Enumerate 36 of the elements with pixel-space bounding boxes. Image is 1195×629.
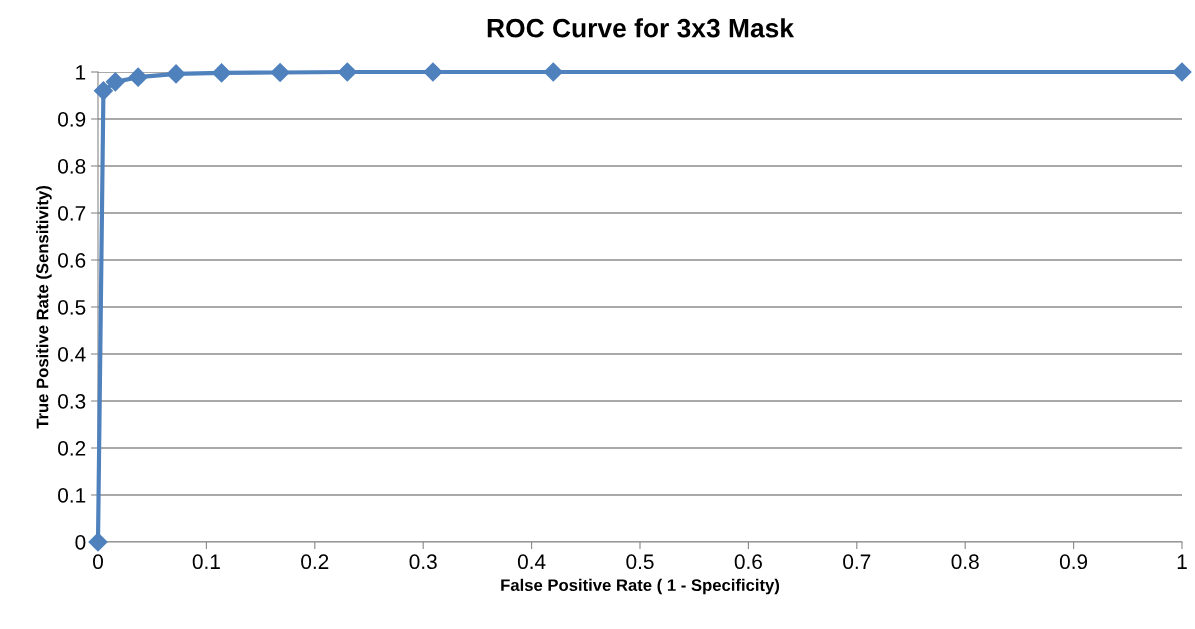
x-tick-label: 0.4 xyxy=(517,554,546,570)
point xyxy=(423,62,443,82)
x-tick-label: 0.7 xyxy=(843,554,871,570)
point xyxy=(1172,62,1192,82)
point xyxy=(270,62,290,83)
point xyxy=(337,62,357,82)
y-tick-label: 0.9 xyxy=(58,112,86,127)
x-tick-label: 0.2 xyxy=(301,554,329,570)
y-tick-label: 0.1 xyxy=(58,488,86,503)
y-tick-label: 0.6 xyxy=(58,253,86,268)
y-axis-title: True Positive Rate (Sensitivity) xyxy=(36,186,52,429)
point xyxy=(93,81,113,101)
point xyxy=(212,63,232,83)
y-tick-label: 0.2 xyxy=(58,441,86,456)
y-tick-label: 0 xyxy=(75,535,86,550)
x-tick-label: 0.5 xyxy=(626,554,654,570)
point xyxy=(105,72,125,92)
x-axis-title: False Positive Rate ( 1 - Specificity) xyxy=(501,578,780,595)
y-tick-label: 0.4 xyxy=(58,347,86,362)
x-tick-label: 0.6 xyxy=(734,554,762,570)
y-tick-label: 1 xyxy=(76,65,86,80)
point xyxy=(128,67,148,87)
y-tick-label: 0.7 xyxy=(58,206,86,221)
y-tick-label: 0.3 xyxy=(58,394,86,409)
x-tick-label: 0 xyxy=(93,554,103,570)
point xyxy=(166,64,186,84)
chart-title: ROC Curve for 3x3 Mask xyxy=(487,18,795,38)
point xyxy=(543,62,563,82)
x-tick-label: 0.1 xyxy=(192,554,220,570)
x-tick-label: 0.3 xyxy=(409,554,437,570)
x-tick-label: 1 xyxy=(1177,554,1187,569)
y-tick-label: 0.8 xyxy=(58,159,86,174)
point xyxy=(88,532,108,552)
x-tick-label: 0.8 xyxy=(951,554,979,570)
y-tick-label: 0.5 xyxy=(58,300,86,315)
x-tick-label: 0.9 xyxy=(1059,554,1088,570)
